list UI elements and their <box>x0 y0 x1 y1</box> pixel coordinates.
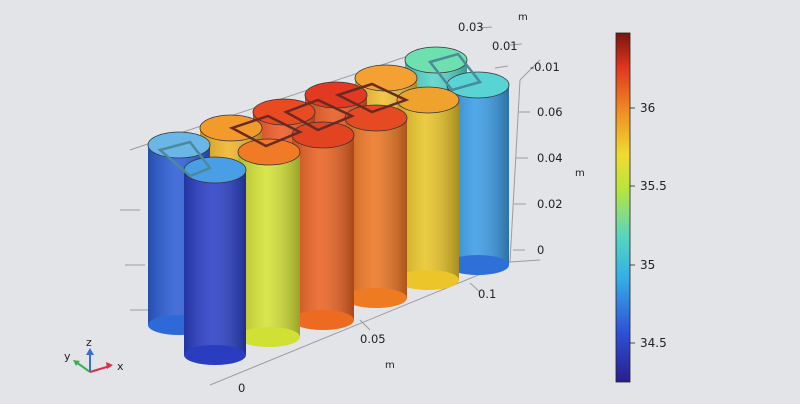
color-legend-tick: 35.5 <box>640 179 667 193</box>
coordinate-triad: x y z <box>64 336 124 373</box>
z-axis-unit: m <box>575 168 585 179</box>
y-axis-unit: m <box>385 360 395 371</box>
color-legend-tick: 36 <box>640 101 655 115</box>
y-tick: 0.05 <box>360 332 386 346</box>
x-tick: 0.03 <box>458 20 484 34</box>
y-tick: 0 <box>238 381 245 395</box>
tab-connectors <box>157 52 483 178</box>
battery-cell[interactable] <box>344 104 408 308</box>
triad-z-label: z <box>86 336 92 349</box>
color-legend-tick: 35 <box>640 258 655 272</box>
triad-x-label: x <box>117 360 124 373</box>
battery-cell[interactable] <box>396 86 460 290</box>
axis-labels: 0 0.05 0.1 m 0.03 0.01 -0.01 m 0 0.02 0.… <box>238 12 585 395</box>
z-tick: 0.06 <box>537 105 563 119</box>
triad-y-label: y <box>64 350 71 363</box>
y-tick: 0.1 <box>478 287 496 301</box>
battery-cell[interactable] <box>183 156 247 365</box>
battery-cells[interactable] <box>147 46 510 365</box>
color-legend-tick: 34.5 <box>640 336 667 350</box>
battery-cell[interactable] <box>291 121 355 330</box>
x-tick: -0.01 <box>530 60 560 74</box>
z-tick: 0 <box>537 243 544 257</box>
z-tick: 0.04 <box>537 151 563 165</box>
battery-cell[interactable] <box>237 138 301 347</box>
color-legend: 34.5 35 35.5 36 <box>615 32 667 383</box>
x-tick: 0.01 <box>492 39 518 53</box>
x-axis-unit: m <box>518 12 528 23</box>
color-legend-bar <box>615 32 631 383</box>
z-tick: 0.02 <box>537 197 563 211</box>
